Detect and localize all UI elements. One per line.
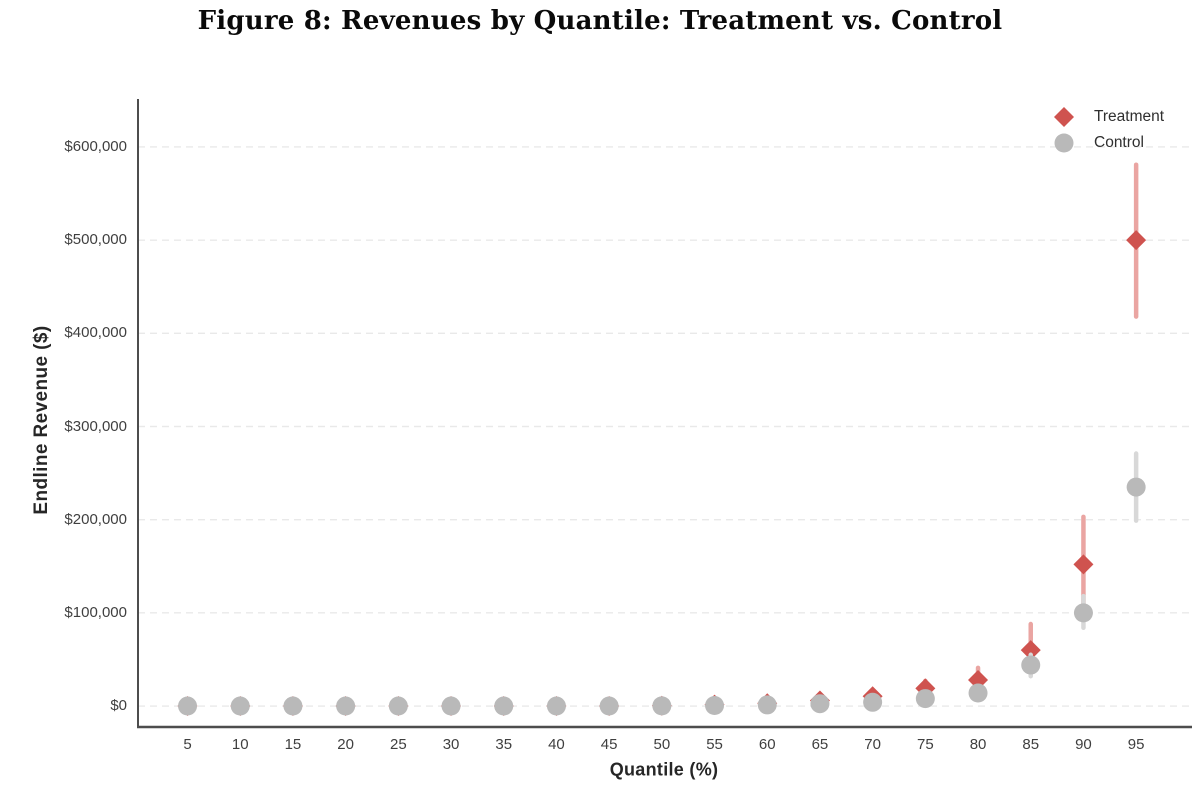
legend-item-treatment: Treatment bbox=[1052, 104, 1164, 130]
x-tick-label: 40 bbox=[548, 736, 565, 753]
x-tick-label: 5 bbox=[183, 736, 192, 753]
x-tick-label: 50 bbox=[653, 736, 671, 753]
x-tick-label: 10 bbox=[231, 736, 249, 753]
data-point-marker bbox=[336, 696, 356, 716]
y-tick-label: $300,000 bbox=[64, 417, 127, 435]
circle-swatch bbox=[1054, 133, 1074, 153]
y-tick-label: $500,000 bbox=[64, 231, 127, 249]
data-point-marker bbox=[652, 696, 672, 716]
y-tick-label: $600,000 bbox=[64, 137, 127, 155]
legend-label-treatment: Treatment bbox=[1094, 108, 1165, 125]
y-tick-label: $0 bbox=[110, 697, 127, 715]
x-tick-label: 85 bbox=[1022, 736, 1040, 753]
data-point-marker bbox=[705, 695, 725, 715]
data-point-marker bbox=[546, 696, 566, 716]
x-tick-label: 15 bbox=[284, 736, 302, 753]
y-tick-label: $100,000 bbox=[64, 603, 127, 621]
treatment-diamond-icon bbox=[1052, 105, 1076, 129]
x-tick-label: 75 bbox=[916, 736, 934, 753]
data-point-marker bbox=[1073, 603, 1093, 623]
data-point-marker bbox=[494, 696, 514, 716]
data-point-marker bbox=[757, 695, 777, 715]
data-point-marker bbox=[863, 692, 883, 712]
data-point-marker bbox=[810, 694, 830, 714]
x-tick-label: 70 bbox=[864, 736, 881, 753]
data-point-marker bbox=[1020, 640, 1041, 661]
data-point-marker bbox=[1021, 655, 1041, 675]
data-point-marker bbox=[178, 696, 198, 716]
x-tick-label: 80 bbox=[969, 736, 987, 753]
y-tick-label: $200,000 bbox=[64, 510, 127, 528]
x-tick-label: 35 bbox=[495, 736, 513, 753]
x-tick-label: 25 bbox=[389, 736, 407, 753]
x-tick-label: 45 bbox=[600, 736, 618, 753]
data-point-marker bbox=[599, 696, 619, 716]
figure-title: Figure 8: Revenues by Quantile: Treatmen… bbox=[197, 6, 1003, 36]
x-tick-label: 90 bbox=[1075, 736, 1092, 753]
x-tick-label: 60 bbox=[758, 736, 776, 753]
x-tick-label: 20 bbox=[337, 736, 354, 753]
data-point-marker bbox=[1073, 554, 1094, 575]
legend-label-control: Control bbox=[1094, 134, 1144, 151]
data-point-marker bbox=[915, 689, 935, 709]
x-tick-label: 65 bbox=[811, 736, 829, 753]
data-point-marker bbox=[968, 683, 988, 703]
legend: Treatment Control bbox=[1052, 104, 1164, 156]
legend-item-control: Control bbox=[1052, 130, 1164, 156]
data-point-marker bbox=[388, 696, 408, 716]
x-axis-title: Quantile (%) bbox=[609, 759, 719, 780]
data-point-marker bbox=[441, 696, 461, 716]
diamond-swatch bbox=[1054, 107, 1074, 127]
data-point-marker bbox=[1126, 230, 1147, 251]
data-point-marker bbox=[1126, 477, 1146, 497]
x-tick-label: 95 bbox=[1127, 736, 1145, 753]
control-circle-icon bbox=[1052, 131, 1076, 155]
x-tick-label: 55 bbox=[706, 736, 723, 753]
data-point-marker bbox=[230, 696, 250, 716]
data-point-marker bbox=[283, 696, 303, 716]
x-tick-label: 30 bbox=[442, 736, 460, 753]
y-tick-label: $400,000 bbox=[64, 324, 127, 342]
